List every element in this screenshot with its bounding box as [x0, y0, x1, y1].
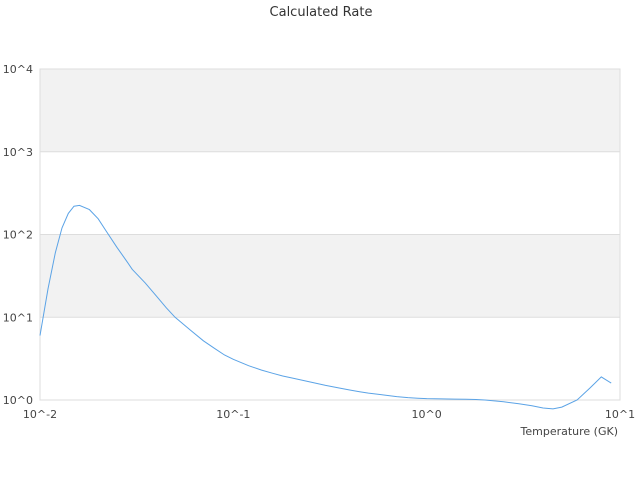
grid-band	[40, 69, 620, 152]
x-tick-label: 10^1	[605, 408, 635, 421]
y-tick-labels: 10^0 10^1 10^2 10^3 10^4	[3, 63, 33, 407]
plot-frame	[39, 68, 621, 401]
y-tick-label: 10^4	[3, 63, 33, 76]
grid-bands	[40, 69, 620, 318]
grid-band	[40, 234, 620, 318]
y-tick-label: 10^1	[3, 311, 33, 324]
x-tick-label: 10^-1	[216, 408, 250, 421]
y-tick-label: 10^0	[3, 394, 33, 407]
y-tick-label: 10^3	[3, 146, 33, 159]
x-tick-label: 10^0	[412, 408, 442, 421]
x-tick-labels: 10^-2 10^-1 10^0 10^1	[23, 408, 635, 421]
x-axis-title: Temperature (GK)	[520, 425, 619, 438]
x-tick-label: 10^-2	[23, 408, 57, 421]
y-tick-label: 10^2	[3, 229, 33, 242]
rate-line	[39, 204, 612, 410]
chart-title: Calculated Rate	[270, 5, 373, 20]
